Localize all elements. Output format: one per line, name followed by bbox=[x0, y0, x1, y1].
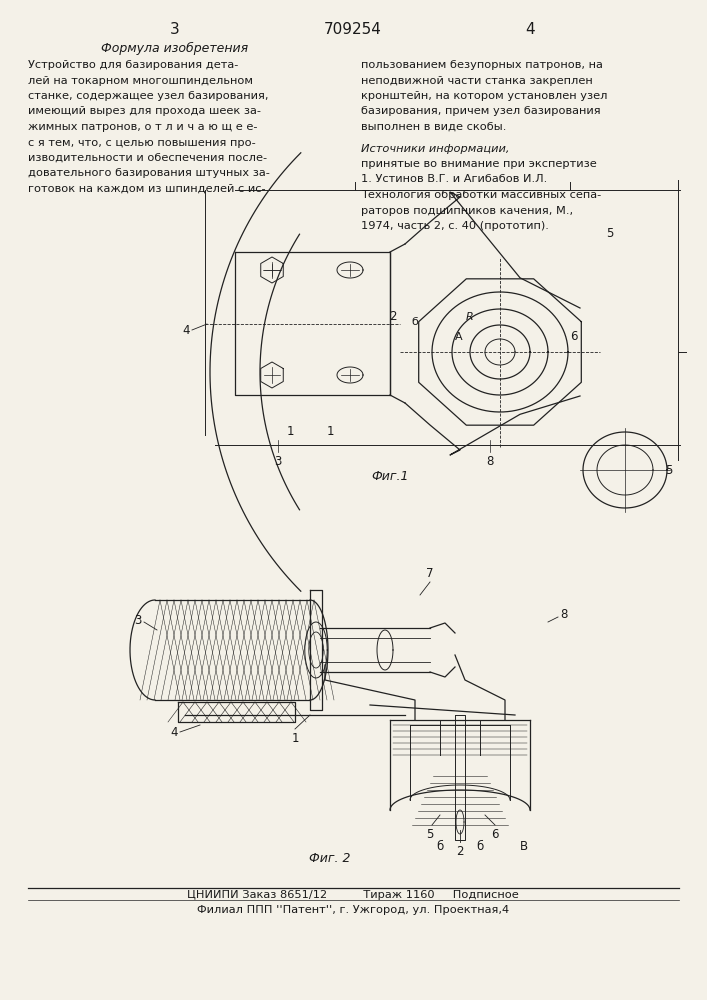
Text: довательного базирования штучных за-: довательного базирования штучных за- bbox=[28, 168, 270, 178]
Text: A: A bbox=[455, 332, 462, 342]
Text: 3: 3 bbox=[134, 613, 142, 626]
Text: 8: 8 bbox=[560, 608, 568, 621]
Text: R: R bbox=[466, 312, 474, 322]
Text: б: б bbox=[477, 840, 484, 853]
Text: 4: 4 bbox=[525, 22, 534, 37]
Text: б: б bbox=[436, 840, 443, 853]
Text: кронштейн, на котором установлен узел: кронштейн, на котором установлен узел bbox=[361, 91, 607, 101]
Text: Устройство для базирования дета-: Устройство для базирования дета- bbox=[28, 60, 238, 70]
Text: Фиг.1: Фиг.1 bbox=[371, 470, 409, 483]
Text: жимных патронов, о т л и ч а ю щ е е-: жимных патронов, о т л и ч а ю щ е е- bbox=[28, 122, 257, 132]
Text: изводительности и обеспечения после-: изводительности и обеспечения после- bbox=[28, 153, 267, 163]
Text: 5: 5 bbox=[426, 828, 433, 841]
Text: 3: 3 bbox=[170, 22, 180, 37]
Text: имеющий вырез для прохода шеек за-: имеющий вырез для прохода шеек за- bbox=[28, 106, 261, 116]
Text: B: B bbox=[520, 840, 528, 853]
Text: пользованием безупорных патронов, на: пользованием безупорных патронов, на bbox=[361, 60, 603, 70]
Text: 7: 7 bbox=[426, 567, 434, 580]
Text: Фиг. 2: Фиг. 2 bbox=[309, 852, 351, 865]
Text: с я тем, что, с целью повышения про-: с я тем, что, с целью повышения про- bbox=[28, 137, 256, 147]
Text: 3: 3 bbox=[274, 455, 281, 468]
Text: принятые во внимание при экспертизе: принятые во внимание при экспертизе bbox=[361, 159, 597, 169]
Text: базирования, причем узел базирования: базирования, причем узел базирования bbox=[361, 106, 601, 116]
Text: Формула изобретения: Формула изобретения bbox=[101, 42, 249, 55]
Text: 4: 4 bbox=[182, 324, 190, 336]
Text: Технология обработки массивных сепа-: Технология обработки массивных сепа- bbox=[361, 190, 601, 200]
Text: неподвижной части станка закреплен: неподвижной части станка закреплен bbox=[361, 76, 592, 86]
Text: 1: 1 bbox=[291, 732, 299, 745]
Text: 2: 2 bbox=[390, 310, 397, 324]
Text: Источники информации,: Источники информации, bbox=[361, 143, 510, 153]
Text: готовок на каждом из шпинделей с ис-: готовок на каждом из шпинделей с ис- bbox=[28, 184, 266, 194]
Text: выполнен в виде скобы.: выполнен в виде скобы. bbox=[361, 122, 506, 132]
Text: 2: 2 bbox=[456, 845, 464, 858]
Text: 5: 5 bbox=[607, 227, 614, 240]
Text: Филиал ППП ''Патент'', г. Ужгород, ул. Проектная,4: Филиал ППП ''Патент'', г. Ужгород, ул. П… bbox=[197, 905, 509, 915]
Text: ЦНИИПИ Заказ 8651/12          Тираж 1160     Подписное: ЦНИИПИ Заказ 8651/12 Тираж 1160 Подписно… bbox=[187, 890, 519, 900]
Text: станке, содержащее узел базирования,: станке, содержащее узел базирования, bbox=[28, 91, 269, 101]
Text: 1: 1 bbox=[326, 425, 334, 438]
Text: 6: 6 bbox=[570, 330, 578, 344]
Text: раторов подшипников качения, М.,: раторов подшипников качения, М., bbox=[361, 206, 573, 216]
Text: б: б bbox=[411, 317, 419, 327]
Text: 8: 8 bbox=[486, 455, 493, 468]
Text: 709254: 709254 bbox=[324, 22, 382, 37]
Text: 6: 6 bbox=[491, 828, 498, 841]
Text: 1. Устинов В.Г. и Агибабов И.Л.: 1. Устинов В.Г. и Агибабов И.Л. bbox=[361, 174, 547, 184]
Text: 1: 1 bbox=[286, 425, 293, 438]
Text: лей на токарном многошпиндельном: лей на токарном многошпиндельном bbox=[28, 76, 253, 86]
Text: 4: 4 bbox=[170, 726, 178, 738]
Text: 5: 5 bbox=[665, 464, 672, 477]
Text: 1974, часть 2, с. 40 (прототип).: 1974, часть 2, с. 40 (прототип). bbox=[361, 221, 549, 231]
